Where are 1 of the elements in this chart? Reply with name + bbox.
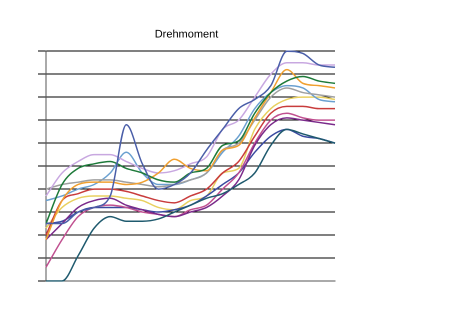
chart-title: Drehmoment [154, 28, 218, 41]
